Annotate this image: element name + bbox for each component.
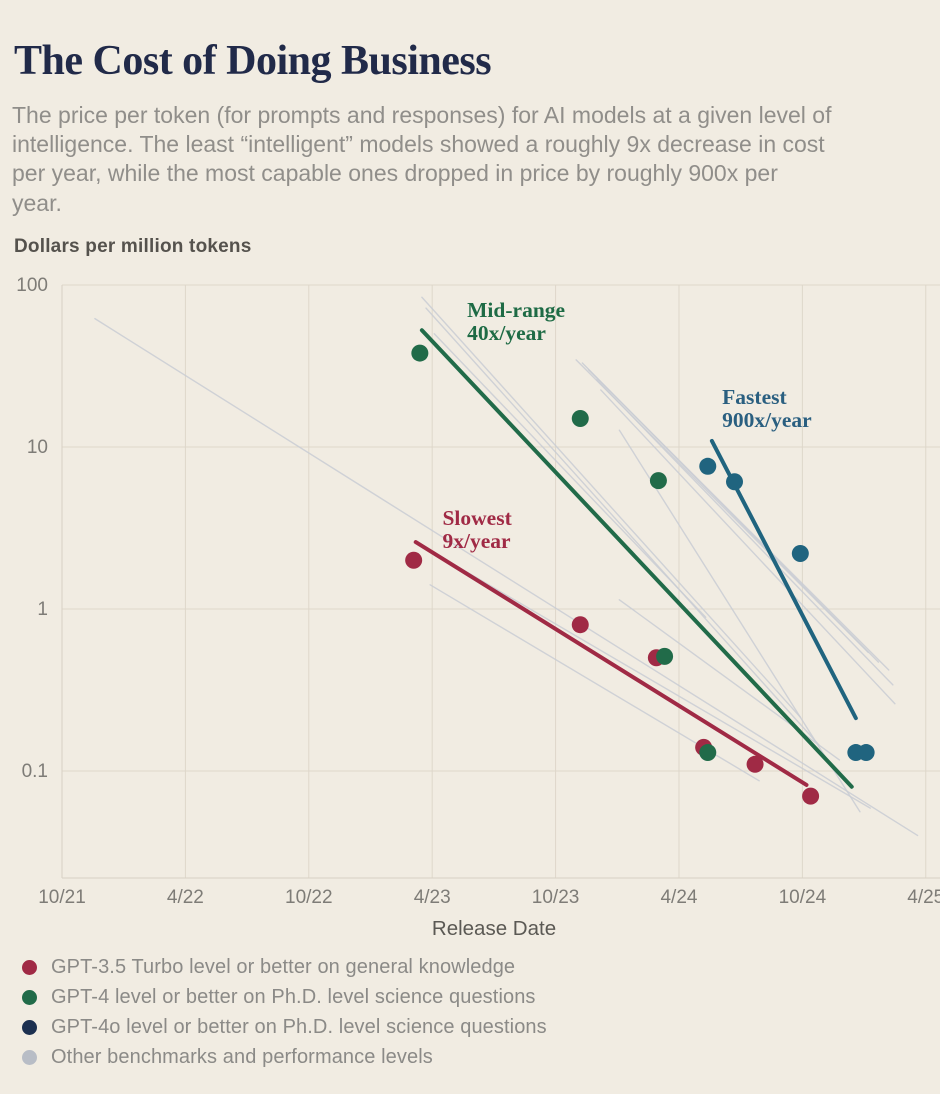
- data-point: [802, 787, 820, 805]
- data-point: [746, 755, 764, 773]
- x-axis-tick-label: 10/22: [285, 887, 333, 908]
- trend-annotation-line2: 900x/year: [722, 408, 812, 432]
- other-benchmark-line: [94, 317, 919, 837]
- legend-label: GPT-4o level or better on Ph.D. level sc…: [51, 1015, 547, 1038]
- other-benchmark-line: [587, 369, 890, 671]
- legend-label: Other benchmarks and performance levels: [51, 1045, 433, 1068]
- x-axis-tick-label: 10/21: [38, 887, 86, 908]
- x-axis-tick-label: 4/24: [660, 887, 697, 908]
- y-axis-title: Dollars per million tokens: [14, 236, 252, 257]
- legend-label: GPT-4 level or better on Ph.D. level sci…: [51, 985, 536, 1008]
- trend-annotation-line2: 9x/year: [442, 529, 511, 553]
- x-axis-tick-label: 10/23: [532, 887, 580, 908]
- y-axis-tick-label: 1: [37, 599, 48, 620]
- other-benchmark-line: [419, 543, 871, 809]
- data-point: [656, 647, 674, 665]
- other-benchmark-line: [421, 296, 802, 718]
- legend-item: GPT-4o level or better on Ph.D. level sc…: [22, 1012, 922, 1042]
- data-point: [699, 457, 717, 475]
- legend-dot-icon: [22, 989, 37, 1005]
- trend-annotation-line1: Fastest: [722, 385, 787, 409]
- trend-annotation-line1: Mid-range: [467, 298, 565, 322]
- price-per-token-chart: 100 10 1 0.1 10/21 4/22 10/22 4/23 10/23 4/24 10/2…: [16, 275, 940, 940]
- data-point: [571, 616, 589, 634]
- trend-annotation-line2: 40x/year: [467, 321, 546, 345]
- legend-item: Other benchmarks and performance levels: [22, 1042, 922, 1072]
- legend-item: GPT-3.5 Turbo level or better on general…: [22, 952, 922, 982]
- legend-item: GPT-4 level or better on Ph.D. level sci…: [22, 982, 922, 1012]
- data-point: [411, 344, 429, 362]
- legend-label: GPT-3.5 Turbo level or better on general…: [51, 955, 516, 978]
- page-title: The Cost of Doing Business: [14, 38, 492, 85]
- data-point: [857, 744, 875, 762]
- legend-dot-icon: [22, 1049, 37, 1065]
- data-point: [699, 744, 717, 762]
- x-axis-tick-label: 4/22: [167, 887, 204, 908]
- x-axis-tick-label: 10/24: [779, 887, 827, 908]
- x-axis-title: Release Date: [432, 917, 556, 940]
- y-axis-tick-label: 100: [16, 275, 48, 296]
- other-benchmark-line: [425, 307, 820, 746]
- data-point: [791, 545, 809, 563]
- other-benchmark-line: [433, 333, 707, 618]
- legend-dot-icon: [22, 959, 37, 975]
- other-benchmark-line: [618, 429, 861, 813]
- trend-line: [413, 540, 809, 787]
- x-axis-tick-label: 4/25: [907, 887, 940, 908]
- x-axis-tick-label: 4/23: [414, 887, 451, 908]
- data-point: [726, 473, 744, 491]
- y-axis-tick-label: 10: [27, 437, 48, 458]
- trend-line: [419, 328, 854, 789]
- data-point: [571, 409, 589, 427]
- legend-dot-icon: [22, 1019, 37, 1035]
- trend-annotation-line1: Slowest: [442, 506, 512, 530]
- chart-legend: GPT-3.5 Turbo level or better on general…: [22, 952, 922, 1072]
- chart-subtitle: The price per token (for prompts and res…: [12, 102, 832, 216]
- other-benchmark-line: [596, 379, 894, 686]
- data-point: [649, 472, 667, 490]
- data-point: [405, 551, 423, 569]
- other-benchmark-line: [600, 389, 896, 705]
- y-axis-tick-label: 0.1: [22, 761, 48, 782]
